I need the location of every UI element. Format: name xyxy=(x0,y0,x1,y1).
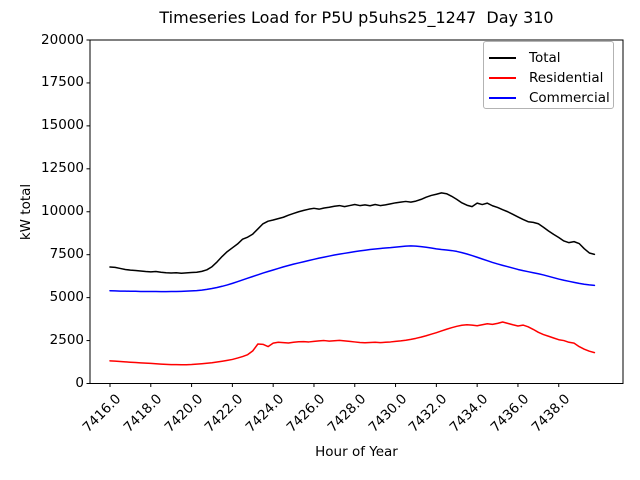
y-tick-label: 10000 xyxy=(41,203,84,220)
legend-label-residential: Residential xyxy=(529,70,604,86)
x-axis-label: Hour of Year xyxy=(315,444,398,460)
legend-item-total: Total xyxy=(484,48,613,68)
legend-item-commercial: Commercial xyxy=(484,88,613,108)
legend: Total Residential Commercial xyxy=(483,41,614,109)
legend-item-residential: Residential xyxy=(484,68,613,88)
total-line-swatch xyxy=(489,57,516,59)
y-tick-label: 17500 xyxy=(41,74,84,91)
y-tick-label: 0 xyxy=(75,375,84,391)
y-tick-label: 7500 xyxy=(49,246,84,263)
y-tick-label: 20000 xyxy=(41,31,84,48)
residential-line-swatch xyxy=(489,77,516,79)
legend-label-total: Total xyxy=(529,50,561,66)
y-tick-label: 2500 xyxy=(49,332,84,349)
y-tick-label: 15000 xyxy=(41,117,84,134)
chart-title: Timeseries Load for P5U p5uhs25_1247 Day… xyxy=(159,8,554,27)
y-tick-label: 5000 xyxy=(49,289,84,306)
commercial-line-swatch xyxy=(489,97,516,99)
y-tick-label: 12500 xyxy=(41,160,84,177)
legend-label-commercial: Commercial xyxy=(529,90,610,106)
